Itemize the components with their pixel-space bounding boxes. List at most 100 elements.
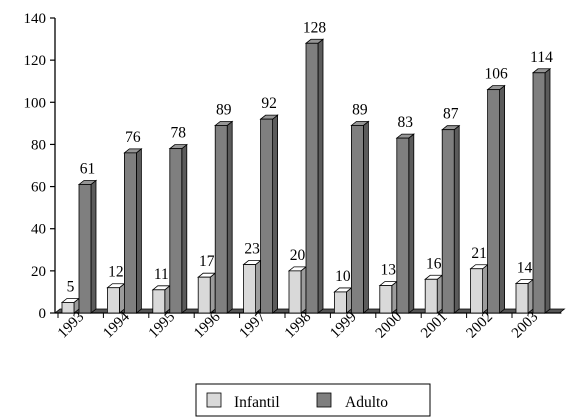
x-tick-label: 2002 <box>464 309 497 342</box>
data-label-adulto: 76 <box>125 129 141 146</box>
data-label-adulto: 89 <box>216 101 232 118</box>
bar-adulto-2000 <box>395 133 415 314</box>
data-label-adulto: 78 <box>171 125 187 142</box>
bar-side <box>317 38 324 314</box>
bar-adulto-2003 <box>531 67 552 314</box>
bar-adulto-2002 <box>486 84 506 314</box>
bars: 5 61 12 76 11 78 17 89 23 92 20 128 10 89 13 83 16 87 21 10… <box>60 19 553 314</box>
bar-side <box>362 120 369 314</box>
data-label-adulto: 61 <box>80 160 96 177</box>
x-tick-label: 1998 <box>282 309 315 342</box>
bar-side <box>527 278 534 314</box>
x-tick-label: 1999 <box>327 309 360 342</box>
data-label-infantil: 21 <box>471 245 487 262</box>
legend-label-adulto: Adulto <box>345 394 388 411</box>
y-tick-label: 40 <box>31 222 46 238</box>
bar-side <box>436 274 443 314</box>
bar-front <box>260 118 274 314</box>
legend-box <box>195 383 431 417</box>
x-tick-label: 2003 <box>509 309 542 342</box>
bar-side <box>272 114 279 314</box>
bar-side <box>408 133 415 314</box>
data-label-adulto: 89 <box>352 101 368 118</box>
bar-infantil-2001 <box>424 274 444 314</box>
y-tick-label: 120 <box>24 53 47 69</box>
bar-front <box>78 184 92 314</box>
data-label-adulto: 128 <box>303 19 327 36</box>
legend-swatch-infantil <box>206 392 222 408</box>
y-tick-label: 0 <box>39 306 47 322</box>
bar-infantil-1996 <box>197 272 217 314</box>
bar-front <box>288 270 302 314</box>
data-label-infantil: 11 <box>154 266 169 283</box>
legend-label-infantil: Infantil <box>234 394 280 411</box>
data-label-infantil: 17 <box>199 253 215 270</box>
bar-side <box>226 120 233 314</box>
bar-infantil-1995 <box>151 284 171 314</box>
bar-front <box>197 276 211 314</box>
bar-side <box>135 148 142 314</box>
bar-infantil-2003 <box>514 278 535 314</box>
bar-infantil-2000 <box>378 280 398 314</box>
bar-infantil-2002 <box>469 263 489 314</box>
bar-front <box>350 125 364 314</box>
bar-side <box>209 272 216 314</box>
data-label-infantil: 13 <box>381 262 397 279</box>
x-tick-label: 2001 <box>418 309 451 342</box>
bar-front <box>124 152 137 314</box>
bar-side <box>391 280 398 314</box>
bar-front <box>214 125 228 314</box>
bar-adulto-1997 <box>259 114 279 314</box>
bar-front <box>487 89 501 314</box>
bar-infantil-1997 <box>242 259 262 314</box>
bar-front <box>532 72 546 314</box>
data-label-infantil: 5 <box>67 278 75 295</box>
bar-infantil-1998 <box>287 266 308 314</box>
bar-side <box>119 282 125 314</box>
bar-side <box>453 124 460 314</box>
bar-front <box>424 278 438 314</box>
data-label-adulto: 87 <box>443 106 459 123</box>
bar-side <box>482 263 489 314</box>
bar-adulto-1999 <box>350 120 370 314</box>
bar-adulto-1995 <box>168 143 188 314</box>
data-label-infantil: 20 <box>290 247 306 264</box>
data-label-infantil: 16 <box>426 255 442 272</box>
legend-swatch-adulto <box>316 392 332 408</box>
bar-front <box>61 302 75 314</box>
y-tick-label: 140 <box>24 11 47 27</box>
bar-front <box>169 148 183 314</box>
data-label-infantil: 23 <box>244 241 260 258</box>
x-tick-label: 1993 <box>55 309 88 342</box>
bar-side <box>255 259 262 314</box>
legend: Infantil Adulto <box>195 383 431 417</box>
y-axis: 0 20 40 60 80 100 120 140 <box>24 11 56 322</box>
y-tick-label: 20 <box>31 264 46 280</box>
data-label-adulto: 83 <box>398 114 414 131</box>
bar-side <box>544 67 551 314</box>
bar-front <box>396 137 410 314</box>
bar-side <box>181 143 188 314</box>
bar-front <box>305 42 319 314</box>
data-label-infantil: 14 <box>517 260 533 277</box>
bar-adulto-1994 <box>123 148 143 314</box>
x-tick-label: 1995 <box>146 309 179 342</box>
y-tick-label: 60 <box>31 180 46 196</box>
y-tick-label: 100 <box>24 95 47 111</box>
bar-front <box>333 291 347 314</box>
bar-front <box>152 289 166 314</box>
bar-front <box>515 283 529 314</box>
data-label-adulto: 92 <box>261 95 277 112</box>
bar-infantil-1999 <box>333 287 353 314</box>
data-label-adulto: 114 <box>530 49 553 66</box>
bar-adulto-1996 <box>214 120 234 314</box>
bar-adulto-1998 <box>304 38 325 314</box>
x-tick-label: 2000 <box>373 309 406 342</box>
bar-front <box>441 129 455 314</box>
data-label-adulto: 106 <box>484 66 508 83</box>
bar-infantil-1994 <box>106 282 126 314</box>
bar-side <box>499 84 506 314</box>
bar-side <box>90 179 97 314</box>
y-tick-label: 80 <box>31 137 46 153</box>
